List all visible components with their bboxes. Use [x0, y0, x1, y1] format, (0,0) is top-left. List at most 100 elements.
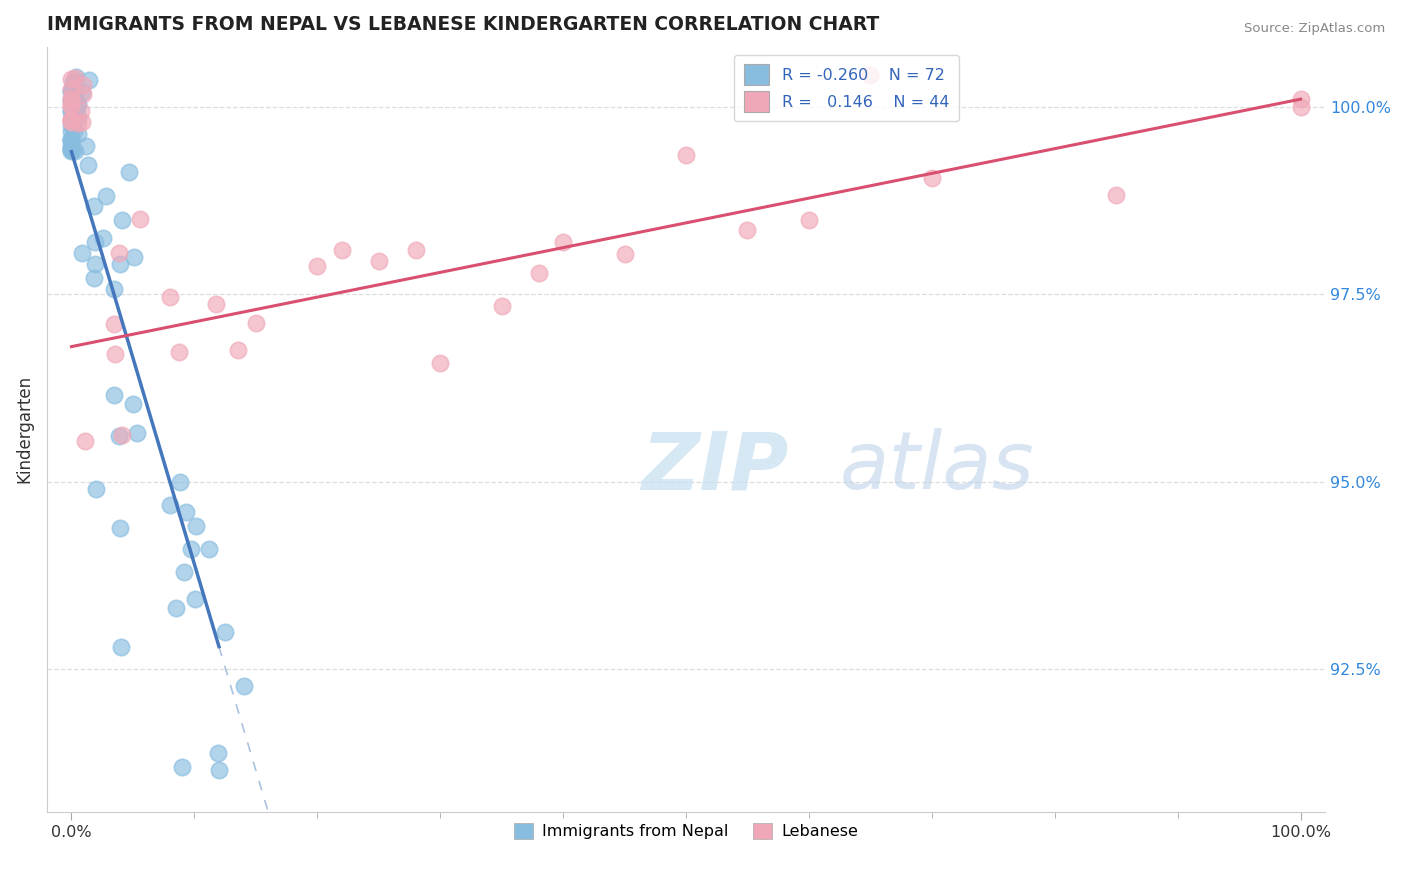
Point — [75, 138, 97, 153]
Point — [737, 223, 759, 237]
Point — [108, 429, 131, 443]
Point — [60, 105, 83, 120]
Point — [60, 112, 83, 126]
Point — [63, 124, 86, 138]
Point — [60, 132, 83, 146]
Point — [1289, 100, 1312, 114]
Point — [167, 345, 190, 359]
Point — [66, 127, 89, 141]
Point — [94, 189, 117, 203]
Point — [108, 257, 131, 271]
Point — [307, 260, 329, 274]
Point — [921, 171, 943, 186]
Point — [63, 74, 86, 88]
Point — [62, 120, 84, 134]
Point — [122, 397, 145, 411]
Point — [65, 79, 87, 94]
Point — [797, 213, 820, 227]
Point — [84, 235, 107, 249]
Point — [103, 282, 125, 296]
Point — [72, 87, 94, 101]
Point — [91, 231, 114, 245]
Point — [60, 115, 83, 129]
Point — [75, 434, 97, 448]
Point — [184, 591, 207, 606]
Point — [330, 243, 353, 257]
Point — [367, 254, 389, 268]
Point — [159, 290, 181, 304]
Point — [169, 475, 191, 489]
Point — [63, 110, 86, 124]
Point — [65, 70, 87, 85]
Point — [60, 91, 83, 105]
Point — [180, 542, 202, 557]
Point — [491, 299, 513, 313]
Point — [60, 118, 83, 132]
Point — [66, 99, 89, 113]
Text: Source: ZipAtlas.com: Source: ZipAtlas.com — [1244, 22, 1385, 36]
Point — [245, 317, 267, 331]
Point — [60, 142, 83, 156]
Point — [205, 297, 228, 311]
Point — [70, 85, 93, 99]
Point — [103, 317, 125, 331]
Point — [70, 246, 93, 260]
Point — [197, 542, 219, 557]
Point — [65, 144, 87, 158]
Point — [1289, 92, 1312, 106]
Point — [65, 100, 87, 114]
Point — [527, 266, 550, 280]
Point — [84, 482, 107, 496]
Point — [60, 123, 83, 137]
Point — [63, 79, 86, 94]
Point — [207, 746, 229, 760]
Point — [62, 75, 84, 89]
Point — [67, 110, 90, 124]
Point — [174, 505, 197, 519]
Point — [214, 624, 236, 639]
Legend: Immigrants from Nepal, Lebanese: Immigrants from Nepal, Lebanese — [508, 816, 865, 846]
Point — [83, 257, 105, 271]
Point — [83, 199, 105, 213]
Point — [60, 132, 83, 146]
Point — [553, 235, 575, 249]
Y-axis label: Kindergarten: Kindergarten — [15, 375, 32, 483]
Text: atlas: atlas — [839, 428, 1035, 507]
Point — [70, 104, 93, 119]
Point — [108, 521, 131, 535]
Point — [72, 78, 94, 92]
Point — [859, 68, 882, 82]
Point — [83, 271, 105, 285]
Point — [104, 347, 127, 361]
Point — [66, 116, 89, 130]
Point — [60, 93, 83, 107]
Point — [60, 84, 83, 98]
Point — [675, 147, 697, 161]
Point — [62, 143, 84, 157]
Point — [172, 759, 194, 773]
Point — [165, 600, 187, 615]
Text: IMMIGRANTS FROM NEPAL VS LEBANESE KINDERGARTEN CORRELATION CHART: IMMIGRANTS FROM NEPAL VS LEBANESE KINDER… — [46, 15, 879, 34]
Point — [60, 143, 83, 157]
Text: ZIP: ZIP — [641, 428, 789, 507]
Point — [103, 388, 125, 402]
Point — [60, 98, 83, 112]
Point — [76, 158, 98, 172]
Point — [208, 763, 231, 777]
Point — [60, 135, 83, 149]
Point — [60, 95, 83, 109]
Point — [63, 87, 86, 101]
Point — [1105, 188, 1128, 202]
Point — [127, 425, 149, 440]
Point — [77, 73, 100, 87]
Point — [60, 82, 83, 96]
Point — [111, 213, 134, 227]
Point — [129, 212, 152, 227]
Point — [111, 427, 134, 442]
Point — [60, 141, 83, 155]
Point — [60, 103, 83, 118]
Point — [60, 99, 83, 113]
Point — [159, 499, 181, 513]
Point — [60, 92, 83, 106]
Point — [118, 165, 141, 179]
